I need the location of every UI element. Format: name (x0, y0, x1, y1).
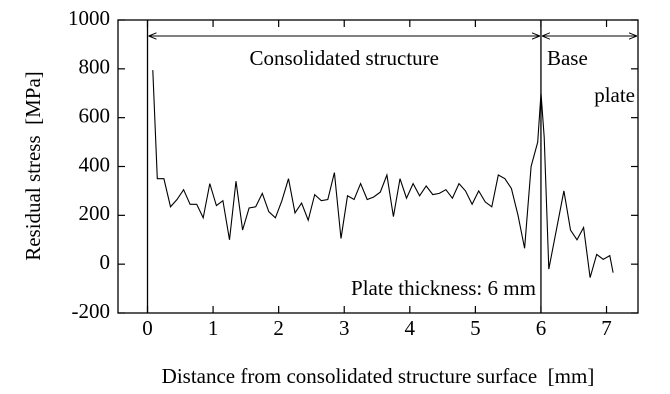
y-tick-label: -200 (72, 299, 111, 323)
annotation: Plate thickness: 6 mm (351, 276, 536, 300)
y-axis-label: Residual stress [MPa] (21, 71, 45, 261)
x-tick-label: 5 (470, 316, 481, 340)
x-tick-label: 3 (339, 316, 350, 340)
x-tick-label: 6 (536, 316, 547, 340)
y-tick-label: 0 (100, 250, 111, 274)
x-tick-label: 4 (405, 316, 416, 340)
y-tick-label: 200 (79, 201, 111, 225)
y-tick-label: 1000 (68, 6, 110, 30)
y-tick-label: 800 (79, 55, 111, 79)
annotation: Consolidated structure (249, 46, 439, 70)
y-tick-label: 400 (79, 152, 111, 176)
x-axis-label: Distance from consolidated structure sur… (162, 364, 595, 388)
x-tick-label: 1 (208, 316, 219, 340)
annotation: plate (594, 83, 635, 107)
y-tick-label: 600 (79, 103, 111, 127)
x-tick-label: 7 (601, 316, 612, 340)
x-tick-label: 2 (273, 316, 284, 340)
x-tick-label: 0 (142, 316, 153, 340)
data-line (152, 70, 614, 278)
annotation: Base (547, 46, 588, 70)
